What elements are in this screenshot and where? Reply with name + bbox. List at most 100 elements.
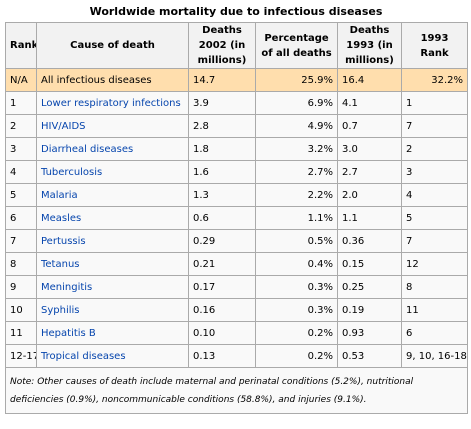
mortality-table: Rank Cause of death Deaths 2002 (in mill… <box>5 22 468 414</box>
cell-deaths-1993: 0.25 <box>337 275 402 299</box>
cell-deaths-1993: 2.7 <box>337 160 402 184</box>
cause-link[interactable]: Tropical diseases <box>36 344 189 368</box>
table-row: 9 Meningitis 0.17 0.3% 0.25 8 <box>5 275 468 299</box>
cell-rank: 5 <box>5 183 37 207</box>
cell-deaths-1993: 0.53 <box>337 344 402 368</box>
header-cause: Cause of death <box>36 22 189 69</box>
cell-percentage: 0.4% <box>255 252 338 276</box>
table-row: 3 Diarrheal diseases 1.8 3.2% 3.0 2 <box>5 137 468 161</box>
cause-link[interactable]: Diarrheal diseases <box>36 137 189 161</box>
cell-percentage: 1.1% <box>255 206 338 230</box>
cause-link[interactable]: Lower respiratory infections <box>36 91 189 115</box>
mortality-table-container: Worldwide mortality due to infectious di… <box>5 4 468 414</box>
cause-link[interactable]: Pertussis <box>36 229 189 253</box>
cause-link[interactable]: Measles <box>36 206 189 230</box>
cell-rank-1993: 2 <box>401 137 468 161</box>
cell-rank-1993: 12 <box>401 252 468 276</box>
table-row: 6 Measles 0.6 1.1% 1.1 5 <box>5 206 468 230</box>
cell-deaths-2002: 0.17 <box>188 275 256 299</box>
header-deaths-1993: Deaths 1993 (in millions) <box>337 22 402 69</box>
table-row: 1 Lower respiratory infections 3.9 6.9% … <box>5 91 468 115</box>
cell-deaths-1993: 0.7 <box>337 114 402 138</box>
table-row: 5 Malaria 1.3 2.2% 2.0 4 <box>5 183 468 207</box>
table-row: 12-17 Tropical diseases 0.13 0.2% 0.53 9… <box>5 344 468 368</box>
cell-deaths-1993: 0.93 <box>337 321 402 345</box>
cell-deaths-2002: 0.16 <box>188 298 256 322</box>
cell-percentage: 0.3% <box>255 298 338 322</box>
cell-percentage: 0.3% <box>255 275 338 299</box>
header-percentage: Percentage of all deaths <box>255 22 338 69</box>
table-row: 2 HIV/AIDS 2.8 4.9% 0.7 7 <box>5 114 468 138</box>
cell-percentage: 2.7% <box>255 160 338 184</box>
cell-deaths-1993: 0.15 <box>337 252 402 276</box>
cell-deaths-1993: 0.19 <box>337 298 402 322</box>
cause-link[interactable]: HIV/AIDS <box>36 114 189 138</box>
header-deaths-2002: Deaths 2002 (in millions) <box>188 22 256 69</box>
cell-deaths-1993: 1.1 <box>337 206 402 230</box>
cell-percentage: 6.9% <box>255 91 338 115</box>
header-rank: Rank <box>5 22 37 69</box>
table-row: 8 Tetanus 0.21 0.4% 0.15 12 <box>5 252 468 276</box>
cell-percentage: 25.9% <box>255 68 338 92</box>
cell-deaths-2002: 3.9 <box>188 91 256 115</box>
cell-percentage: 2.2% <box>255 183 338 207</box>
cell-rank-1993: 5 <box>401 206 468 230</box>
cell-rank-1993: 8 <box>401 275 468 299</box>
table-note: Note: Other causes of death include mate… <box>5 367 468 414</box>
cell-rank: 7 <box>5 229 37 253</box>
cell-rank: 3 <box>5 137 37 161</box>
cause-link[interactable]: Malaria <box>36 183 189 207</box>
cell-rank: 12-17 <box>5 344 37 368</box>
table-row: 7 Pertussis 0.29 0.5% 0.36 7 <box>5 229 468 253</box>
cell-rank: 10 <box>5 298 37 322</box>
cell-rank: N/A <box>5 68 37 92</box>
cell-rank: 8 <box>5 252 37 276</box>
cell-deaths-2002: 2.8 <box>188 114 256 138</box>
note-row: Note: Other causes of death include mate… <box>5 367 468 414</box>
cell-deaths-2002: 0.29 <box>188 229 256 253</box>
cell-deaths-1993: 3.0 <box>337 137 402 161</box>
cell-rank: 1 <box>5 91 37 115</box>
cell-rank-1993: 11 <box>401 298 468 322</box>
header-rank-1993: 1993 Rank <box>401 22 468 69</box>
table-body: N/A All infectious diseases 14.7 25.9% 1… <box>5 68 468 414</box>
cause-link[interactable]: Tetanus <box>36 252 189 276</box>
cell-rank-1993: 32.2% <box>401 68 468 92</box>
table-row: 4 Tuberculosis 1.6 2.7% 2.7 3 <box>5 160 468 184</box>
cell-deaths-2002: 1.3 <box>188 183 256 207</box>
cell-deaths-2002: 0.21 <box>188 252 256 276</box>
cell-percentage: 0.2% <box>255 344 338 368</box>
cell-percentage: 0.2% <box>255 321 338 345</box>
table-row: 10 Syphilis 0.16 0.3% 0.19 11 <box>5 298 468 322</box>
cell-rank-1993: 4 <box>401 183 468 207</box>
cell-rank-1993: 1 <box>401 91 468 115</box>
cell-rank: 9 <box>5 275 37 299</box>
cell-deaths-2002: 0.13 <box>188 344 256 368</box>
cell-deaths-2002: 0.6 <box>188 206 256 230</box>
table-row: 11 Hepatitis B 0.10 0.2% 0.93 6 <box>5 321 468 345</box>
cell-rank: 4 <box>5 160 37 184</box>
cell-percentage: 3.2% <box>255 137 338 161</box>
cause-link[interactable]: Syphilis <box>36 298 189 322</box>
cell-deaths-1993: 2.0 <box>337 183 402 207</box>
cell-rank-1993: 6 <box>401 321 468 345</box>
cell-cause: All infectious diseases <box>36 68 189 92</box>
cell-percentage: 4.9% <box>255 114 338 138</box>
header-row: Rank Cause of death Deaths 2002 (in mill… <box>5 22 468 69</box>
cell-deaths-1993: 4.1 <box>337 91 402 115</box>
table-row-total: N/A All infectious diseases 14.7 25.9% 1… <box>5 68 468 92</box>
cell-rank-1993: 3 <box>401 160 468 184</box>
table-caption: Worldwide mortality due to infectious di… <box>89 5 383 18</box>
cell-deaths-2002: 1.6 <box>188 160 256 184</box>
cell-rank: 6 <box>5 206 37 230</box>
cell-deaths-1993: 16.4 <box>337 68 402 92</box>
cause-link[interactable]: Hepatitis B <box>36 321 189 345</box>
cell-rank: 11 <box>5 321 37 345</box>
cell-rank: 2 <box>5 114 37 138</box>
cell-percentage: 0.5% <box>255 229 338 253</box>
cause-link[interactable]: Meningitis <box>36 275 189 299</box>
cause-link[interactable]: Tuberculosis <box>36 160 189 184</box>
cell-deaths-2002: 1.8 <box>188 137 256 161</box>
cell-deaths-2002: 14.7 <box>188 68 256 92</box>
cell-rank-1993: 9, 10, 16-18 <box>401 344 468 368</box>
